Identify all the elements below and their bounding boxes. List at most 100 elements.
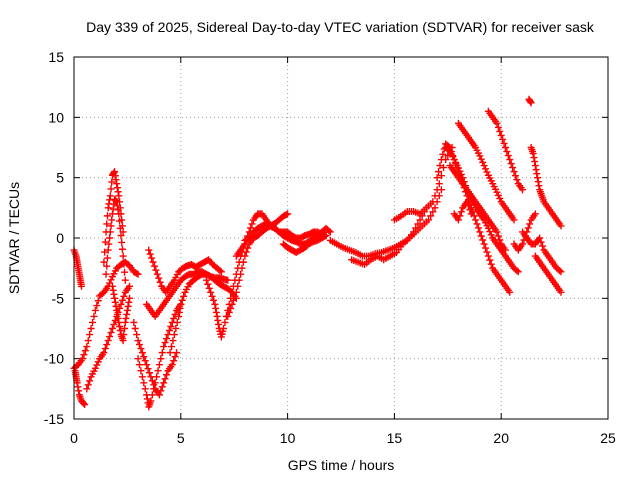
data-point	[556, 267, 564, 275]
series-track-v	[454, 119, 518, 224]
data-point	[169, 337, 177, 345]
data-point	[134, 355, 142, 363]
data-point	[126, 294, 134, 302]
data-point	[180, 292, 188, 300]
series-track-ac	[531, 252, 565, 296]
data-point	[104, 337, 112, 345]
data-point	[176, 304, 184, 312]
data-point	[155, 274, 163, 282]
data-point	[228, 300, 236, 308]
data-point	[121, 325, 129, 332]
data-point	[145, 369, 153, 377]
data-point	[138, 373, 146, 381]
series-track-d-spike	[100, 168, 127, 266]
y-tick-label: -10	[44, 351, 64, 367]
data-point	[429, 208, 437, 216]
data-point	[534, 178, 542, 186]
data-point	[238, 264, 246, 272]
data-point	[102, 270, 110, 278]
data-point	[91, 364, 99, 372]
y-tick-label: -5	[52, 290, 65, 306]
data-point	[121, 276, 129, 284]
data-point	[483, 168, 491, 176]
data-point	[202, 276, 210, 284]
data-point	[231, 292, 239, 300]
data-point	[105, 240, 113, 248]
series-track-t	[433, 140, 514, 296]
data-point	[538, 242, 546, 250]
data-point	[493, 188, 501, 196]
data-point	[114, 188, 122, 196]
data-point	[532, 166, 540, 174]
data-point	[140, 353, 148, 361]
data-point	[214, 316, 222, 324]
data-point	[148, 391, 156, 399]
data-point	[217, 268, 225, 276]
data-point	[476, 228, 484, 236]
data-point	[81, 401, 89, 409]
data-point	[325, 227, 333, 235]
data-point	[232, 288, 240, 296]
data-point	[235, 276, 243, 284]
data-point	[496, 236, 504, 244]
data-point	[463, 198, 471, 206]
series-track-y	[450, 198, 475, 224]
data-point	[148, 254, 156, 262]
data-point	[75, 387, 83, 395]
data-point	[479, 158, 487, 166]
data-point	[494, 191, 502, 199]
data-point	[154, 367, 162, 375]
data-point	[167, 322, 175, 330]
data-point	[474, 224, 482, 232]
data-point	[160, 379, 168, 387]
x-tick-label: 20	[493, 430, 509, 446]
data-point	[100, 349, 108, 357]
data-point	[224, 276, 232, 284]
data-point	[111, 294, 119, 302]
series-track-s	[390, 144, 456, 224]
data-point	[106, 192, 114, 200]
y-tick-label: 15	[48, 49, 64, 65]
data-point	[115, 192, 123, 200]
data-point	[118, 238, 126, 246]
data-point	[103, 220, 111, 228]
data-point	[220, 325, 228, 332]
data-point	[126, 282, 134, 290]
data-point	[467, 210, 475, 218]
data-point	[113, 198, 121, 206]
data-point	[437, 172, 445, 180]
data-point	[111, 172, 119, 180]
data-point	[536, 234, 544, 242]
y-tick-label: 5	[56, 170, 64, 186]
series-track-r	[348, 186, 445, 269]
data-point	[152, 266, 160, 274]
data-point	[104, 204, 112, 212]
data-point	[513, 176, 521, 184]
x-tick-label: 25	[600, 430, 616, 446]
data-point	[86, 377, 94, 385]
data-point	[533, 170, 541, 178]
data-point	[482, 165, 490, 173]
data-point	[108, 210, 116, 218]
data-point	[239, 258, 247, 266]
series-track-f-mid	[108, 282, 134, 345]
data-point	[158, 383, 166, 391]
data-point	[321, 232, 329, 240]
data-point	[108, 178, 116, 186]
data-point	[143, 395, 151, 403]
data-point	[501, 144, 509, 151]
y-tick-label: 10	[48, 109, 64, 125]
data-point	[119, 252, 127, 260]
data-point	[150, 262, 158, 270]
data-point	[110, 290, 118, 298]
data-point	[136, 361, 144, 369]
series-track-p	[279, 232, 330, 256]
data-point	[425, 216, 433, 224]
data-point	[107, 222, 115, 230]
data-point	[224, 312, 232, 320]
data-point	[163, 371, 171, 379]
data-point	[433, 186, 441, 194]
data-point	[106, 333, 114, 341]
data-point	[137, 345, 145, 353]
data-point	[440, 164, 448, 172]
